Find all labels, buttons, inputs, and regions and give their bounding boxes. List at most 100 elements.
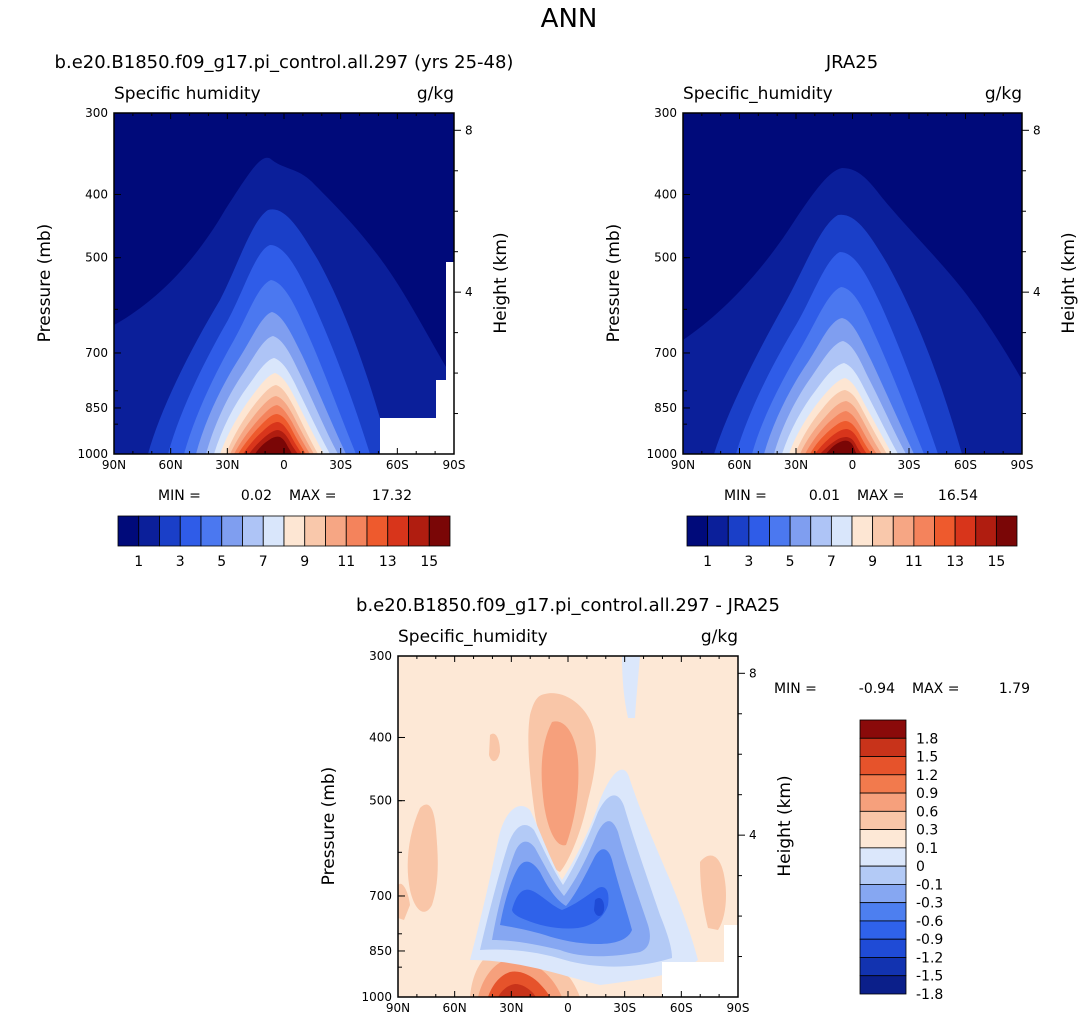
colorbar-swatch xyxy=(283,515,306,547)
colorbar-swatch xyxy=(304,515,326,547)
x-tick-label: 60S xyxy=(670,1001,693,1015)
panel-obs: JRA25 Specific_humidity g/kg 90N 60N 30N 0 3… xyxy=(604,52,1079,570)
colorbar-label: -0.1 xyxy=(916,877,943,893)
x-tick-label: 90N xyxy=(671,458,695,472)
colorbar-swatch xyxy=(810,515,832,547)
x-tick-label: 0 xyxy=(280,458,288,472)
panel-diff-contour-field xyxy=(398,656,738,997)
panel-model-min-label: MIN = xyxy=(158,488,201,504)
panel-diff: b.e20.B1850.f09_g17.pi_control.all.297 -… xyxy=(319,595,1030,1015)
panel-obs-units: g/kg xyxy=(985,84,1022,104)
y-tick-label: 400 xyxy=(654,187,677,201)
y-tick-label: 700 xyxy=(369,889,392,903)
colorbar-label: 1 xyxy=(134,554,143,570)
colorbar-swatch xyxy=(789,515,812,547)
contour-pos-right-blob xyxy=(700,855,726,930)
y-tick-label: 850 xyxy=(85,401,108,415)
panel-diff-variable-label: Specific_humidity xyxy=(398,627,548,647)
x-tick-label: 30S xyxy=(329,458,352,472)
colorbar-swatch xyxy=(859,884,907,904)
colorbar-swatch xyxy=(366,515,389,547)
colorbar-swatch xyxy=(859,865,907,885)
x-tick-label: 90N xyxy=(102,458,126,472)
colorbar-swatch xyxy=(727,515,750,547)
y-tick-label: 1000 xyxy=(361,990,392,1004)
panel-obs-min-value: 0.01 xyxy=(809,488,840,504)
panel-model-units: g/kg xyxy=(417,84,454,104)
colorbar-label: -0.9 xyxy=(916,932,943,948)
colorbar-label: -1.2 xyxy=(916,950,943,966)
colorbar-swatch xyxy=(262,515,285,547)
y-tick-label: 1000 xyxy=(77,447,108,461)
panel-diff-ylabel: Pressure (mb) xyxy=(319,767,339,886)
panel-model-ylabel: Pressure (mb) xyxy=(35,224,55,343)
contour-pos-small-blob xyxy=(489,733,500,762)
colorbar-label: 0 xyxy=(916,859,925,875)
colorbar-swatch xyxy=(859,829,907,849)
colorbar-label: -1.8 xyxy=(916,987,943,1003)
panel-model-y2label: Height (km) xyxy=(491,232,511,333)
contour-neg-core xyxy=(594,898,605,916)
y-tick-label: 400 xyxy=(369,730,392,744)
colorbar-label: 5 xyxy=(217,554,226,570)
colorbar-swatch xyxy=(707,515,729,547)
colorbar-swatch xyxy=(159,515,181,547)
colorbar-label: 1.5 xyxy=(916,750,938,766)
x-tick-label: 60N xyxy=(443,1001,467,1015)
panel-diff-axes: 90N 60N 30N 0 30S 60S 90S 300 400 500 700 850 1000 8 4 xyxy=(361,649,756,1015)
colorbar-swatch xyxy=(859,847,907,867)
colorbar-label: 7 xyxy=(827,554,836,570)
colorbar-label: -0.3 xyxy=(916,896,943,912)
colorbar-swatch xyxy=(859,902,907,922)
colorbar-label: 3 xyxy=(744,554,753,570)
x-tick-label: 30S xyxy=(898,458,921,472)
panel-obs-y2label: Height (km) xyxy=(1059,232,1079,333)
x-tick-label: 30S xyxy=(613,1001,636,1015)
colorbar-swatch xyxy=(913,515,935,547)
colorbar-label: 0.6 xyxy=(916,804,938,820)
topography-mask-edge xyxy=(724,925,738,965)
colorbar-swatch xyxy=(859,719,907,739)
y2-tick-label: 4 xyxy=(749,828,757,842)
panel-diff-min-value: -0.94 xyxy=(859,681,895,697)
y-tick-label: 1000 xyxy=(646,447,677,461)
colorbar-label: 3 xyxy=(176,554,185,570)
y2-tick-label: 8 xyxy=(465,123,473,137)
x-tick-label: 0 xyxy=(564,1001,572,1015)
panel-model-max-label: MAX = xyxy=(289,488,336,504)
panel-obs-colorbar: 1 3 5 7 9 11 13 15 xyxy=(686,515,1018,570)
colorbar-swatch xyxy=(872,515,894,547)
y-tick-label: 850 xyxy=(369,944,392,958)
x-tick-label: 60S xyxy=(954,458,977,472)
y-tick-label: 700 xyxy=(654,346,677,360)
colorbar-swatch xyxy=(179,515,202,547)
colorbar-swatch xyxy=(221,515,243,547)
x-tick-label: 60N xyxy=(727,458,751,472)
x-tick-label: 30N xyxy=(784,458,808,472)
contour-pos-bottom-core xyxy=(498,984,536,997)
colorbar-swatch xyxy=(859,756,907,776)
y-tick-label: 300 xyxy=(369,649,392,663)
panel-diff-title: b.e20.B1850.f09_g17.pi_control.all.297 -… xyxy=(356,595,780,616)
y-tick-label: 500 xyxy=(85,251,108,265)
colorbar-swatch xyxy=(748,515,770,547)
y-tick-label: 700 xyxy=(85,346,108,360)
y-tick-label: 500 xyxy=(654,251,677,265)
colorbar-swatch xyxy=(995,515,1018,547)
colorbar-swatch xyxy=(859,792,907,812)
panel-obs-max-value: 16.54 xyxy=(938,488,978,504)
contour-level-16 xyxy=(255,436,292,454)
panel-obs-axes: 90N 60N 30N 0 30S 60S 90S 300 400 500 700 850 1000 8 4 xyxy=(646,106,1040,472)
panel-model-max-value: 17.32 xyxy=(372,488,412,504)
panel-diff-min-label: MIN = xyxy=(774,681,817,697)
colorbar-swatch xyxy=(200,515,223,547)
panel-obs-min-label: MIN = xyxy=(724,488,767,504)
colorbar-swatch xyxy=(851,515,874,547)
colorbar-swatch xyxy=(387,515,409,547)
panel-model-colorbar: 1 3 5 7 9 11 13 15 xyxy=(117,515,451,570)
colorbar-swatch xyxy=(892,515,915,547)
y2-tick-label: 4 xyxy=(465,285,473,299)
y-tick-label: 850 xyxy=(654,401,677,415)
colorbar-label: -0.6 xyxy=(916,914,943,930)
panel-diff-max-label: MAX = xyxy=(912,681,959,697)
